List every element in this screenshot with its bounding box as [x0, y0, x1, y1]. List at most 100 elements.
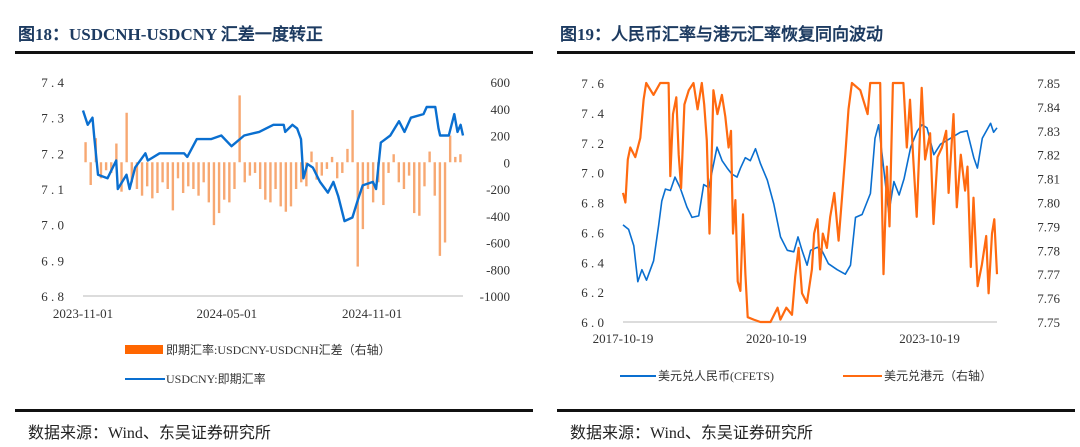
y-left-tick-label: 7 . 3 [41, 111, 64, 126]
spread-bar [320, 162, 323, 176]
legend-swatch-spread [125, 345, 163, 354]
spread-bar [279, 162, 282, 207]
y-left-tick-label: 7 . 2 [581, 136, 604, 151]
x-tick-label: 2023-11-01 [53, 306, 113, 321]
spread-bar [325, 162, 329, 169]
y-right-tick-label: 7.80 [1037, 196, 1060, 211]
y-right-tick-label: 7.79 [1037, 219, 1060, 234]
spread-bar [110, 162, 113, 173]
spread-bar [253, 162, 257, 173]
y-right-tick-label: 7.75 [1037, 315, 1060, 330]
y-right-tick-label: -1000 [480, 289, 510, 304]
spread-bar [248, 162, 252, 176]
chart-title-right: 图19：人民币汇率与港元汇率恢复同向波动 [560, 25, 883, 44]
legend-label-hkd: 美元兑港元（右轴） [884, 368, 992, 383]
spread-bar [294, 162, 298, 189]
spread-bar [300, 162, 303, 183]
spread-bar [448, 135, 452, 163]
y-right-tick-label: 200 [491, 129, 511, 144]
y-left-tick-label: 7 . 4 [41, 75, 64, 90]
y-left-tick-label: 7 . 0 [581, 166, 604, 181]
y-right-tick-label: 7.76 [1037, 291, 1060, 306]
y-left-tick-label: 7 . 0 [41, 218, 64, 233]
spread-bar [289, 162, 293, 207]
spread-bar [382, 162, 385, 206]
spread-bar [356, 162, 359, 267]
y-left-tick-label: 7 . 2 [41, 146, 64, 161]
y-right-tick-label: 7.77 [1037, 267, 1060, 282]
y-left-tick-label: 7 . 6 [581, 76, 604, 91]
y-right-tick-label: -600 [486, 236, 510, 251]
y-right-tick-label: 7.81 [1037, 172, 1060, 187]
spread-bar [443, 162, 447, 243]
spread-bar [315, 162, 318, 180]
spread-bar [433, 162, 436, 196]
spread-bar [166, 162, 169, 189]
spread-bar [115, 143, 118, 163]
y-right-tick-label: 7.83 [1037, 124, 1060, 139]
spread-bar [402, 162, 406, 189]
title-divider-left [15, 51, 533, 54]
title-divider-right [557, 51, 1075, 54]
spread-bar [181, 162, 185, 194]
spread-bar [305, 162, 308, 187]
y-left-tick-label: 6 . 0 [581, 315, 604, 330]
spread-bar [413, 162, 416, 214]
series-line-hkd [81, 105, 465, 223]
spread-bar [140, 162, 144, 196]
y-right-tick-label: -200 [486, 182, 510, 197]
spread-bar [346, 148, 349, 163]
y-left-tick-label: 7 . 4 [581, 106, 604, 121]
y-right-tick-label: 7.82 [1037, 148, 1060, 163]
spread-bar [397, 162, 401, 183]
spread-bar [223, 162, 226, 200]
x-tick-label: 2024-11-01 [342, 306, 402, 321]
chart-title-left: 图18：USDCNH-USDCNY 汇差一度转正 [18, 25, 323, 44]
spread-bar [238, 95, 241, 163]
y-left-tick-label: 6 . 6 [581, 225, 604, 240]
y-right-tick-label: -800 [486, 262, 510, 277]
spread-bar [192, 162, 195, 189]
y-right-tick-label: 7.85 [1037, 76, 1060, 91]
spread-bar [341, 162, 344, 173]
y-left-tick-label: 6 . 8 [41, 289, 64, 304]
spread-bar [366, 162, 370, 189]
legend-label-usdcny: USDCNY:即期汇率 [166, 371, 266, 386]
spread-bar [269, 162, 272, 203]
spread-bar [228, 162, 231, 203]
spread-bar [125, 112, 128, 163]
x-tick-label: 2020-10-19 [746, 331, 807, 346]
spread-bar [351, 110, 354, 163]
spread-bar [387, 162, 390, 173]
spread-bar [274, 162, 277, 189]
source-note-left: 数据来源：Wind、东吴证券研究所 [28, 425, 271, 442]
y-left-tick-label: 6 . 8 [581, 196, 604, 211]
y-right-tick-label: 0 [504, 155, 511, 170]
spread-bar [310, 151, 313, 163]
spread-bar [459, 154, 462, 163]
legend-label-cfets: 美元兑人民币(CFETS) [658, 369, 774, 383]
legend-label-spread: 即期汇率:USDCNY-USDCNH汇差（右轴） [166, 342, 391, 357]
y-right-tick-label: 7.84 [1037, 100, 1060, 115]
y-right-tick-label: 7.78 [1037, 243, 1060, 258]
spread-bar [264, 162, 267, 200]
spread-bar [217, 162, 221, 214]
spread-bar [207, 162, 211, 203]
spread-bar [428, 151, 431, 163]
footer-divider-right [557, 409, 1075, 412]
x-tick-label: 2023-10-19 [899, 331, 960, 346]
spread-bar [151, 162, 154, 199]
spread-bar [392, 154, 395, 163]
footer-divider-left [15, 409, 533, 412]
y-left-tick-label: 7 . 1 [41, 182, 64, 197]
spread-bar [171, 162, 175, 211]
x-tick-label: 2024-05-01 [196, 306, 257, 321]
spread-bar [454, 156, 457, 163]
spread-bar [187, 162, 190, 187]
spread-bar [361, 162, 365, 230]
spread-bar [284, 162, 288, 212]
spread-bar [212, 162, 216, 226]
spread-bar [233, 162, 236, 189]
series-line-hkd [621, 81, 999, 324]
